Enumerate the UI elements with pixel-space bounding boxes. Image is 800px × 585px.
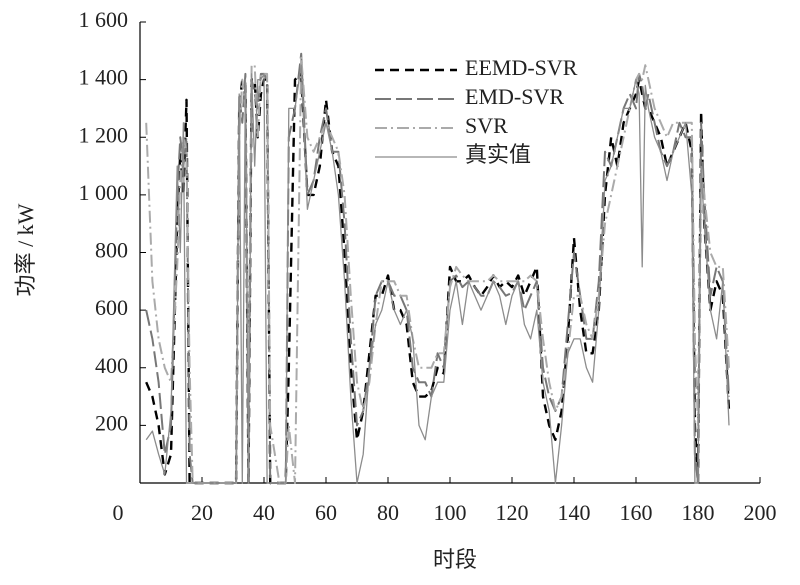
y-tick-label: 1 000 — [79, 180, 129, 205]
x-tick-label: 120 — [496, 500, 529, 525]
y-tick-label: 400 — [95, 353, 128, 378]
y-tick-label: 1 600 — [79, 7, 129, 32]
x-tick-label: 200 — [744, 500, 777, 525]
x-tick-label: 60 — [315, 500, 337, 525]
series-line — [145, 64, 730, 484]
x-tick-label: 20 — [191, 500, 213, 525]
series-line — [145, 72, 731, 485]
y-tick-label: 1 200 — [79, 122, 129, 147]
x-axis-label: 时段 — [433, 547, 477, 572]
y-tick-label: 800 — [95, 238, 128, 263]
y-tick-label: 200 — [95, 410, 128, 435]
series-line — [145, 52, 730, 484]
legend-label: 真实值 — [465, 142, 531, 167]
x-tick-label: 0 — [113, 500, 124, 525]
legend-label: EEMD-SVR — [465, 55, 578, 80]
y-tick-label: 1 400 — [79, 65, 129, 90]
x-tick-label: 140 — [558, 500, 591, 525]
x-tick-label: 180 — [682, 500, 715, 525]
y-axis-label: 功率 / kW — [13, 203, 38, 296]
x-tick-label: 160 — [620, 500, 653, 525]
legend-label: SVR — [465, 113, 508, 138]
series-line — [145, 55, 730, 484]
y-tick-label: 600 — [95, 295, 128, 320]
x-tick-label: 40 — [253, 500, 275, 525]
x-tick-label: 100 — [434, 500, 467, 525]
x-tick-label: 80 — [377, 500, 399, 525]
legend-label: EMD-SVR — [465, 84, 564, 109]
